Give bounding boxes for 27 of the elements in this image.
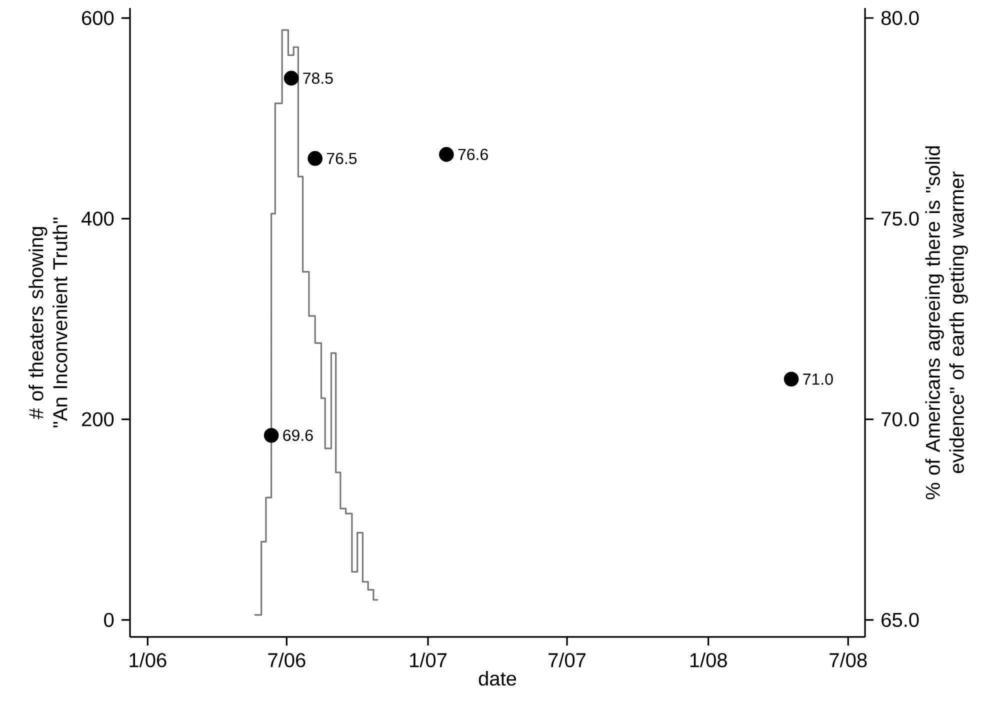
data-label: 76.6 [458,148,488,160]
y2-tick-label: 75.0 [882,212,919,226]
x-tick-label: 7/06 [268,652,306,668]
x-tick-label: 1/08 [690,652,727,668]
point [439,147,454,162]
y2-tick-label: 70.0 [882,412,919,426]
point [784,372,799,387]
y-axis-title: # of theaters showing "An Inconvenient Truth" [28,218,68,428]
point [284,70,299,86]
data-label: 76.5 [326,152,357,164]
point [308,151,323,166]
data-label: 78.5 [303,72,333,84]
y-tick-label: 600 [82,10,114,26]
x-axis-title: date [478,671,516,686]
x-tick-label: 1/06 [130,652,166,668]
y2-tick-label: 65.0 [882,612,919,627]
y-tick-label: 400 [82,212,114,226]
x-tick-label: 1/07 [410,652,446,668]
x-tick-label: 7/07 [548,652,586,668]
y2-tick-label: 80.0 [881,10,919,26]
point [264,428,279,443]
y-tick-label: 0 [104,612,114,628]
data-label: 71.0 [803,374,833,385]
data-label: 69.6 [283,430,313,442]
x-tick-label: 7/08 [830,652,867,668]
y-tick-label: 200 [82,412,114,426]
y2-axis-title: % of Americans agreeing there is "solid evidence" of earth getting warmer [925,146,968,500]
